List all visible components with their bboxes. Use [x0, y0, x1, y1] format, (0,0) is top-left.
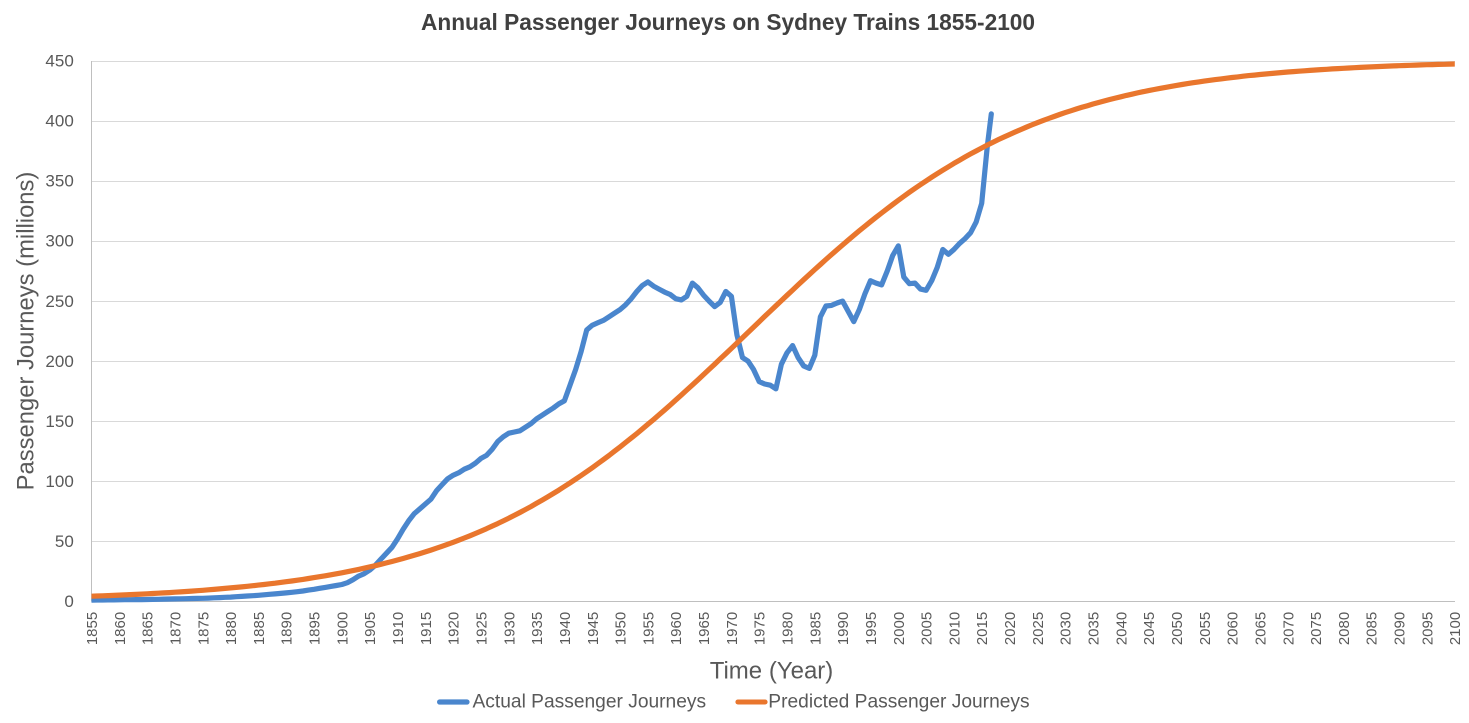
svg-text:2100: 2100: [1447, 612, 1464, 645]
svg-text:1930: 1930: [501, 612, 518, 645]
svg-text:1920: 1920: [446, 612, 463, 645]
svg-text:2050: 2050: [1169, 612, 1186, 645]
svg-text:300: 300: [45, 232, 73, 251]
svg-text:50: 50: [55, 532, 74, 551]
svg-text:1860: 1860: [112, 612, 129, 645]
svg-text:Annual Passenger Journeys on S: Annual Passenger Journeys on Sydney Trai…: [421, 9, 1035, 35]
svg-text:Passenger Journeys (millions): Passenger Journeys (millions): [13, 172, 40, 491]
svg-text:2010: 2010: [946, 612, 963, 645]
svg-text:2080: 2080: [1336, 612, 1353, 645]
svg-text:2035: 2035: [1086, 612, 1103, 645]
svg-text:1885: 1885: [251, 612, 268, 645]
svg-text:1880: 1880: [223, 612, 240, 645]
svg-text:1865: 1865: [140, 612, 157, 645]
svg-text:2040: 2040: [1113, 612, 1130, 645]
svg-text:2090: 2090: [1392, 612, 1409, 645]
svg-text:400: 400: [45, 112, 73, 131]
svg-text:1945: 1945: [585, 612, 602, 645]
svg-text:150: 150: [45, 412, 73, 431]
svg-text:2030: 2030: [1058, 612, 1075, 645]
svg-text:Time (Year): Time (Year): [710, 658, 834, 685]
svg-text:1875: 1875: [195, 612, 212, 645]
svg-text:1855: 1855: [84, 612, 101, 645]
svg-text:1895: 1895: [307, 612, 324, 645]
svg-text:1935: 1935: [529, 612, 546, 645]
svg-text:2095: 2095: [1419, 612, 1436, 645]
svg-text:1975: 1975: [752, 612, 769, 645]
svg-text:0: 0: [64, 592, 73, 611]
svg-text:1925: 1925: [474, 612, 491, 645]
svg-text:1980: 1980: [780, 612, 797, 645]
svg-text:1915: 1915: [418, 612, 435, 645]
svg-text:1965: 1965: [696, 612, 713, 645]
svg-text:450: 450: [45, 52, 73, 71]
svg-text:2000: 2000: [891, 612, 908, 645]
svg-text:1990: 1990: [835, 612, 852, 645]
svg-text:2070: 2070: [1280, 612, 1297, 645]
svg-text:100: 100: [45, 472, 73, 491]
svg-text:2060: 2060: [1225, 612, 1242, 645]
svg-text:2020: 2020: [1002, 612, 1019, 645]
svg-text:1995: 1995: [863, 612, 880, 645]
svg-text:2065: 2065: [1252, 612, 1269, 645]
svg-text:2055: 2055: [1197, 612, 1214, 645]
svg-text:2045: 2045: [1141, 612, 1158, 645]
svg-text:1905: 1905: [362, 612, 379, 645]
svg-text:2005: 2005: [919, 612, 936, 645]
svg-text:250: 250: [45, 292, 73, 311]
svg-text:1985: 1985: [807, 612, 824, 645]
svg-text:2025: 2025: [1030, 612, 1047, 645]
svg-text:2015: 2015: [974, 612, 991, 645]
svg-text:200: 200: [45, 352, 73, 371]
svg-text:1940: 1940: [557, 612, 574, 645]
svg-text:1900: 1900: [334, 612, 351, 645]
svg-text:Actual Passenger Journeys: Actual Passenger Journeys: [473, 692, 707, 713]
svg-text:1970: 1970: [724, 612, 741, 645]
svg-text:2075: 2075: [1308, 612, 1325, 645]
svg-text:1870: 1870: [168, 612, 185, 645]
svg-text:1910: 1910: [390, 612, 407, 645]
svg-text:1955: 1955: [640, 612, 657, 645]
svg-text:350: 350: [45, 172, 73, 191]
svg-text:1950: 1950: [613, 612, 630, 645]
svg-text:1960: 1960: [668, 612, 685, 645]
svg-text:2085: 2085: [1364, 612, 1381, 645]
svg-text:1890: 1890: [279, 612, 296, 645]
svg-text:Predicted Passenger Journeys: Predicted Passenger Journeys: [768, 692, 1029, 713]
